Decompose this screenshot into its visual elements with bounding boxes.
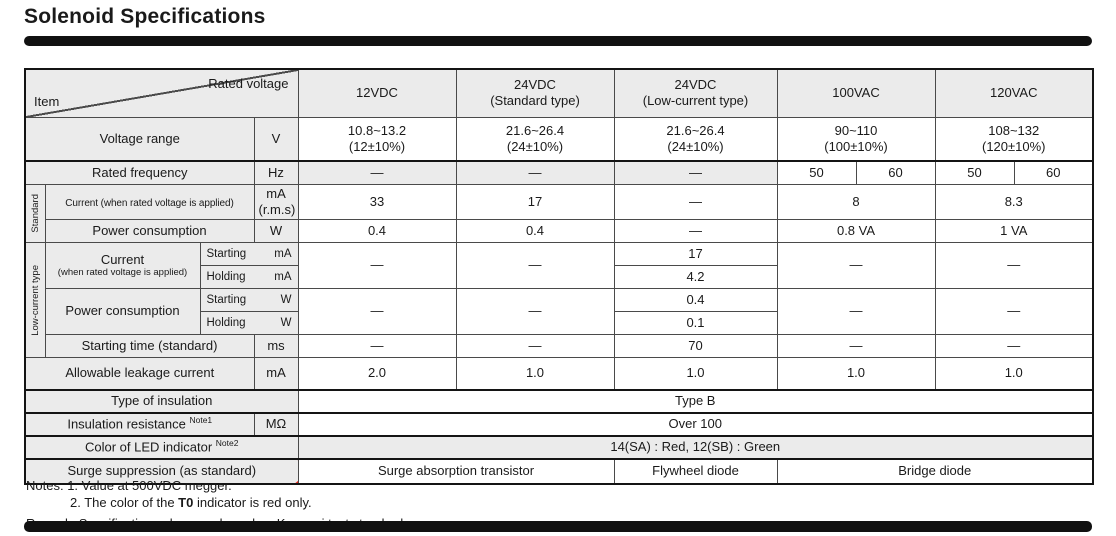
- voltage-range-120vac: 108~132 (120±10%): [934, 116, 1094, 162]
- dash-cell: —: [613, 183, 778, 220]
- header-corner-cell: Rated voltage Item: [24, 68, 299, 118]
- title-divider-bar: [24, 36, 1092, 46]
- t0-indicator-ref: T0: [178, 495, 194, 510]
- dash-cell: —: [776, 334, 936, 358]
- leakage-100vac: 1.0: [776, 357, 936, 390]
- col-header-12vdc: 12VDC: [297, 68, 457, 118]
- dash-cell: —: [613, 219, 778, 243]
- footnote-line-1: Notes: 1. Value at 500VDC megger.: [26, 477, 413, 494]
- insulation-type-value: Type B: [297, 388, 1094, 413]
- dash-cell: —: [455, 160, 615, 185]
- dash-cell: —: [934, 288, 1094, 335]
- dash-cell: —: [297, 242, 457, 289]
- dash-cell: —: [934, 242, 1094, 289]
- standard-current-100vac: 8: [776, 183, 936, 220]
- dash-cell: —: [297, 288, 457, 335]
- unit-leakage: mA: [253, 357, 299, 390]
- row-label-voltage-range: Voltage range: [24, 116, 255, 162]
- standard-current-12vdc: 33: [297, 183, 457, 220]
- frequency-100vac-60: 60: [855, 160, 936, 185]
- row-label-standard-current: Current (when rated voltage is applied): [44, 183, 255, 220]
- frequency-100vac-50: 50: [776, 160, 857, 185]
- sub-label-lc-current-holding: Holding mA: [199, 265, 299, 289]
- col-header-24vdc-standard: 24VDC (Standard type): [455, 68, 615, 118]
- row-label-lc-current: Current (when rated voltage is applied): [44, 242, 201, 289]
- sub-label-lc-current-starting: Starting mA: [199, 242, 299, 266]
- col-header-24vdc-low-current: 24VDC (Low-current type): [613, 68, 778, 118]
- starting-time-24vdc-low: 70: [613, 334, 778, 358]
- note1-superscript: Note1: [189, 415, 213, 426]
- voltage-range-24vdc-std: 21.6~26.4 (24±10%): [455, 116, 615, 162]
- row-label-starting-time: Starting time (standard): [44, 334, 255, 358]
- standard-current-24vdc-std: 17: [455, 183, 615, 220]
- voltage-range-100vac: 90~110 (100±10%): [776, 116, 936, 162]
- sub-label-lc-power-holding: Holding W: [199, 311, 299, 335]
- surge-value-24vdc-low: Flywheel diode: [613, 457, 778, 484]
- row-label-led-color: Color of LED indicator Note2: [24, 434, 299, 459]
- unit-rated-frequency: Hz: [253, 160, 299, 185]
- note-1-text: 1. Value at 500VDC megger.: [67, 478, 232, 493]
- dash-cell: —: [455, 288, 615, 335]
- unit-standard-power: W: [253, 219, 299, 243]
- row-label-rated-frequency: Rated frequency: [24, 160, 255, 185]
- standard-power-24vdc-std: 0.4: [455, 219, 615, 243]
- header-rated-voltage-label: Rated voltage: [208, 76, 289, 91]
- dash-cell: —: [776, 288, 936, 335]
- lc-power-starting-24vdc-low: 0.4: [613, 288, 778, 312]
- lc-power-holding-24vdc-low: 0.1: [613, 311, 778, 335]
- row-label-leakage: Allowable leakage current: [24, 357, 255, 390]
- note2-superscript: Note2: [215, 438, 239, 449]
- row-label-insulation-resistance: Insulation resistance Note1: [24, 411, 255, 436]
- unit-insulation-resistance: MΩ: [253, 411, 299, 436]
- leakage-12vdc: 2.0: [297, 357, 457, 390]
- standard-current-120vac: 8.3: [934, 183, 1094, 220]
- lc-current-starting-24vdc-low: 17: [613, 242, 778, 266]
- solenoid-spec-table: Rated voltage Item 12VDC 24VDC (Standard…: [24, 68, 1094, 485]
- leakage-24vdc-std: 1.0: [455, 357, 615, 390]
- dash-cell: —: [776, 242, 936, 289]
- footnote-line-2: 2. The color of the T0 indicator is red …: [70, 495, 312, 510]
- unit-starting-time: ms: [253, 334, 299, 358]
- row-label-surge-suppression: Surge suppression (as standard): [24, 457, 299, 484]
- dash-cell: —: [297, 160, 457, 185]
- row-label-standard-power: Power consumption: [44, 219, 255, 243]
- row-label-insulation-type: Type of insulation: [24, 388, 299, 413]
- dash-cell: —: [297, 334, 457, 358]
- frequency-120vac-60: 60: [1013, 160, 1094, 185]
- frequency-120vac-50: 50: [934, 160, 1015, 185]
- led-color-value: 14(SA) : Red, 12(SB) : Green: [297, 434, 1094, 459]
- group-label-low-current-type: Low-current type: [24, 242, 46, 358]
- voltage-range-24vdc-low: 21.6~26.4 (24±10%): [613, 116, 778, 162]
- insulation-resistance-value: Over 100: [297, 411, 1094, 436]
- surge-value-vac: Bridge diode: [776, 457, 1094, 484]
- standard-power-12vdc: 0.4: [297, 219, 457, 243]
- notes-label: Notes:: [26, 478, 64, 493]
- group-label-standard: Standard: [24, 183, 46, 243]
- col-header-120vac: 120VAC: [934, 68, 1094, 118]
- standard-power-120vac: 1 VA: [934, 219, 1094, 243]
- leakage-120vac: 1.0: [934, 357, 1094, 390]
- voltage-range-12vdc: 10.8~13.2 (12±10%): [297, 116, 457, 162]
- unit-standard-current: mA (r.m.s): [253, 183, 299, 220]
- standard-power-100vac: 0.8 VA: [776, 219, 936, 243]
- sub-label-lc-power-starting: Starting W: [199, 288, 299, 312]
- page-title: Solenoid Specifications: [24, 5, 266, 28]
- col-header-100vac: 100VAC: [776, 68, 936, 118]
- dash-cell: —: [613, 160, 778, 185]
- dash-cell: —: [455, 242, 615, 289]
- dash-cell: —: [934, 334, 1094, 358]
- header-item-label: Item: [34, 94, 60, 110]
- leakage-24vdc-low: 1.0: [613, 357, 778, 390]
- bottom-divider-bar: [24, 521, 1092, 532]
- diagonal-divider: [26, 70, 297, 116]
- lc-current-holding-24vdc-low: 4.2: [613, 265, 778, 289]
- row-label-lc-power: Power consumption: [44, 288, 201, 335]
- unit-voltage-range: V: [253, 116, 299, 162]
- dash-cell: —: [455, 334, 615, 358]
